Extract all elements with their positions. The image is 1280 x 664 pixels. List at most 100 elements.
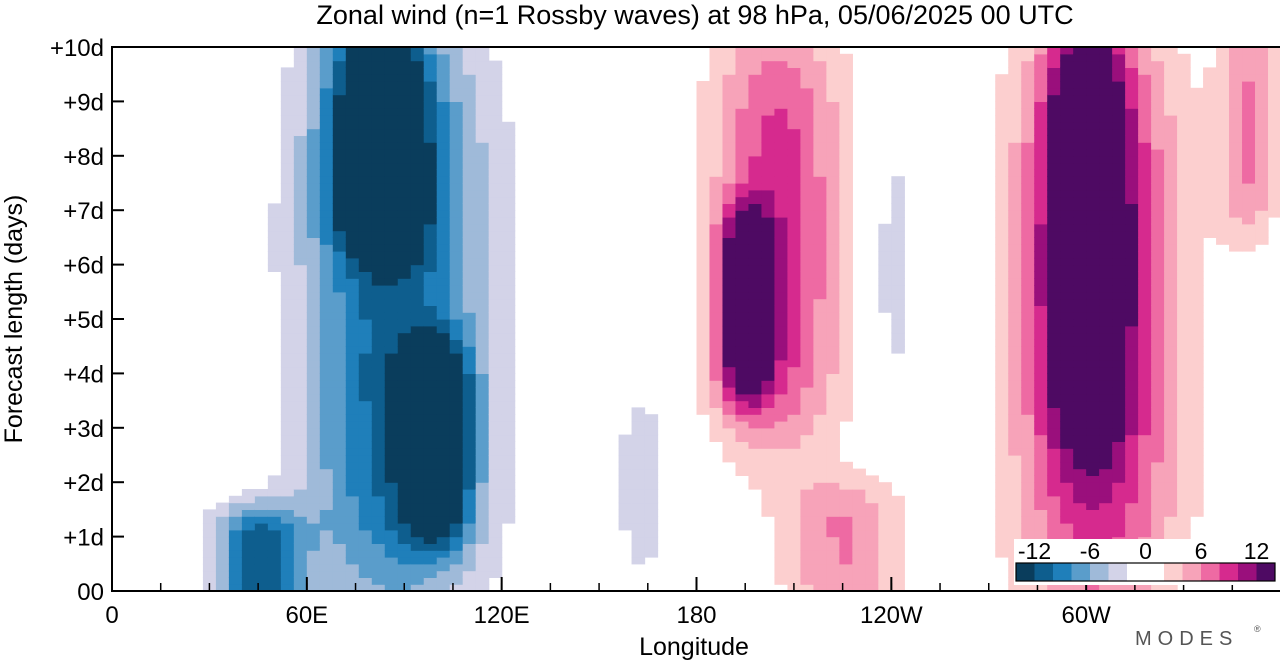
field-cell: [449, 203, 464, 211]
field-cell: [1138, 421, 1152, 429]
field-cell: [1125, 291, 1139, 300]
field-cell: [1047, 244, 1061, 252]
field-cell: [332, 563, 347, 572]
field-cell: [800, 468, 814, 476]
field-cell: [436, 414, 451, 422]
field-cell: [319, 115, 334, 123]
field-cell: [462, 509, 477, 517]
field-cell: [436, 353, 451, 361]
field-cell: [371, 557, 386, 565]
field-cell: [475, 495, 490, 504]
field-cell: [1021, 115, 1035, 123]
field-cell: [1060, 373, 1074, 381]
field-cell: [1086, 60, 1100, 68]
field-cell: [1073, 380, 1087, 388]
field-cell: [293, 264, 308, 272]
field-cell: [1177, 285, 1191, 293]
field-cell: [410, 489, 425, 497]
field-cell: [1255, 196, 1269, 204]
field-cell: [319, 400, 334, 408]
field-cell: [722, 251, 737, 259]
field-cell: [1242, 196, 1256, 204]
field-cell: [722, 325, 737, 334]
field-cell: [501, 387, 516, 395]
field-cell: [215, 563, 230, 572]
field-cell: [787, 325, 802, 334]
field-cell: [1112, 523, 1126, 531]
field-cell: [345, 47, 360, 55]
field-cell: [345, 536, 360, 544]
field-cell: [761, 393, 776, 402]
y-tick-label: +7d: [63, 198, 104, 225]
field-cell: [332, 81, 347, 89]
field-cell: [774, 414, 789, 422]
field-cell: [696, 251, 711, 259]
field-cell: [228, 577, 243, 585]
field-cell: [1047, 121, 1061, 130]
field-cell: [332, 475, 347, 483]
field-cell: [475, 135, 490, 143]
field-cell: [280, 563, 295, 572]
field-cell: [1138, 495, 1152, 504]
field-cell: [800, 264, 814, 272]
field-cell: [1151, 244, 1165, 252]
field-cell: [839, 475, 853, 483]
field-cell: [332, 128, 347, 136]
field-cell: [787, 101, 802, 109]
field-cell: [293, 448, 308, 456]
field-cell: [306, 441, 321, 449]
field-cell: [475, 142, 490, 150]
field-cell: [1125, 128, 1139, 136]
field-cell: [1008, 407, 1022, 415]
field-cell: [306, 346, 321, 354]
field-cell: [423, 251, 438, 259]
field-cell: [735, 121, 750, 130]
field-cell: [995, 251, 1009, 259]
field-cell: [1112, 407, 1126, 415]
field-cell: [1164, 359, 1178, 368]
field-cell: [878, 244, 892, 252]
field-cell: [436, 251, 451, 259]
field-cell: [371, 441, 386, 449]
field-cell: [397, 550, 412, 558]
field-cell: [735, 94, 750, 102]
field-cell: [280, 135, 295, 143]
field-cell: [1229, 230, 1243, 238]
field-cell: [1047, 359, 1061, 368]
field-cell: [800, 346, 814, 354]
field-cell: [371, 448, 386, 456]
field-cell: [878, 489, 892, 497]
field-cell: [488, 427, 503, 436]
field-cell: [761, 285, 776, 293]
field-cell: [202, 523, 217, 531]
field-cell: [306, 393, 321, 402]
field-cell: [1125, 509, 1139, 517]
field-cell: [1086, 366, 1100, 374]
field-cell: [1008, 87, 1022, 96]
field-cell: [891, 495, 905, 504]
field-cell: [1008, 162, 1022, 170]
field-cell: [1203, 81, 1217, 89]
field-cell: [1099, 312, 1113, 320]
field-cell: [1086, 183, 1100, 191]
field-cell: [254, 557, 269, 565]
field-cell: [319, 74, 334, 82]
field-cell: [995, 516, 1009, 524]
field-cell: [436, 155, 451, 164]
field-cell: [410, 210, 425, 218]
field-cell: [839, 312, 853, 320]
field-cell: [1047, 325, 1061, 334]
field-cell: [813, 529, 827, 538]
field-cell: [800, 183, 814, 191]
field-cell: [1047, 387, 1061, 395]
field-cell: [384, 108, 399, 116]
field-cell: [735, 53, 750, 62]
field-cell: [449, 298, 464, 306]
field-cell: [709, 60, 724, 68]
field-cell: [839, 509, 853, 517]
field-cell: [293, 210, 308, 218]
field-cell: [1034, 196, 1048, 204]
field-cell: [280, 142, 295, 150]
field-cell: [761, 339, 776, 347]
field-cell: [293, 135, 308, 143]
